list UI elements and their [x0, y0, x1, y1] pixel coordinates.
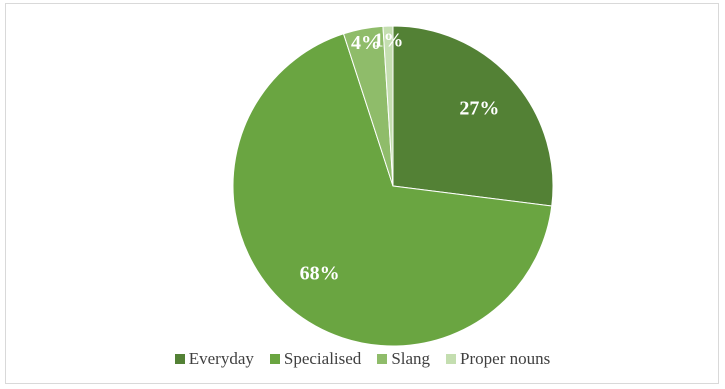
data-label-specialised: 68%	[300, 262, 340, 284]
legend-label: Slang	[391, 349, 431, 368]
legend-label: Proper nouns	[460, 349, 551, 368]
pie-slice-proper-nouns	[382, 25, 394, 187]
legend-item-slang: Slang	[377, 349, 430, 369]
legend-swatch	[269, 354, 280, 364]
legend-item-everyday: Everyday	[174, 349, 254, 369]
data-label-slang: 4%	[351, 32, 381, 54]
data-label-everyday: 27%	[459, 97, 499, 119]
pie-slice-everyday	[392, 25, 554, 207]
pie-slice-specialised	[232, 33, 553, 347]
legend-swatch	[377, 354, 388, 364]
legend-item-specialised: Specialised	[269, 349, 362, 369]
chart-legend: Everyday Specialised Slang Proper nouns	[0, 349, 725, 369]
legend-label: Specialised	[283, 349, 362, 368]
data-label-proper-nouns: 1%	[373, 30, 403, 52]
legend-swatch	[174, 354, 185, 364]
legend-label: Everyday	[188, 349, 254, 368]
legend-swatch	[446, 354, 457, 364]
legend-item-proper-nouns: Proper nouns	[446, 349, 550, 369]
